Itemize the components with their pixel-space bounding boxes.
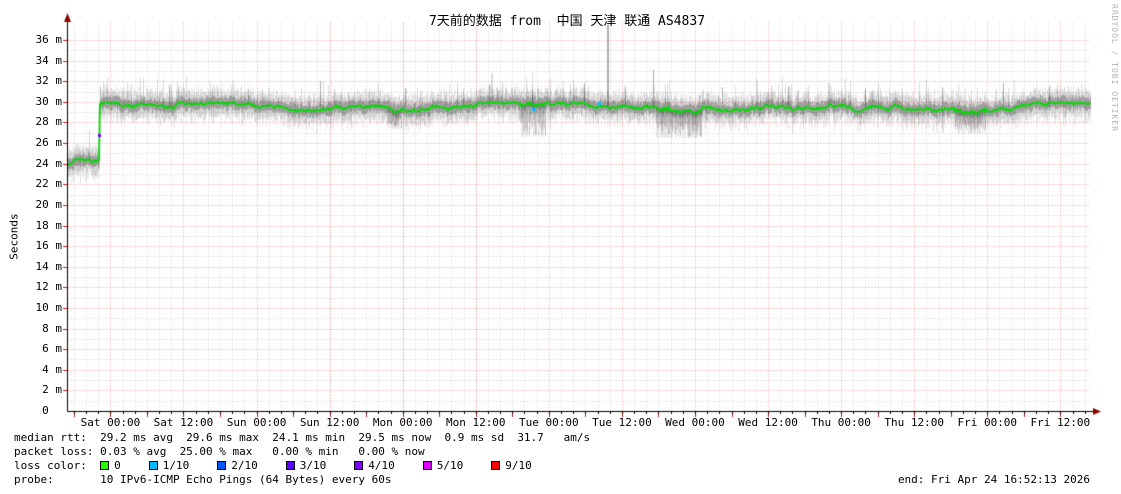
y-tick-label: 16 m: [35, 239, 63, 253]
loss-color-item: 5/10: [422, 459, 464, 472]
y-tick-label: 12 m: [35, 280, 63, 294]
x-tick-label: Mon 12:00: [445, 416, 506, 429]
x-tick-label: Sun 12:00: [299, 416, 360, 429]
loss-color-swatch-icon: [100, 461, 110, 470]
probe-info: probe: 10 IPv6-ICMP Echo Pings (64 Bytes…: [14, 473, 392, 486]
loss-color-swatch-icon: [422, 461, 432, 470]
x-tick-label: Sun 00:00: [226, 416, 287, 429]
x-tick-label: Sat 00:00: [80, 416, 141, 429]
y-tick-label: 22 m: [35, 177, 63, 191]
y-tick-label: 6 m: [42, 342, 62, 356]
y-tick-label: 14 m: [35, 259, 63, 273]
y-tick-label: 24 m: [35, 156, 63, 170]
x-tick-label: Fri 12:00: [1030, 416, 1091, 429]
loss-color-value: 3/10: [299, 459, 327, 472]
x-tick-label: Wed 12:00: [738, 416, 798, 429]
y-tick-label: 34 m: [35, 53, 63, 67]
loss-color-item: 9/10: [491, 459, 532, 472]
x-tick-label: Fri 00:00: [957, 416, 1018, 429]
y-tick-label: 28 m: [35, 115, 63, 129]
y-tick-label: 20 m: [35, 197, 63, 211]
x-tick-label: Tue 00:00: [519, 416, 579, 429]
loss-color-legend: loss color: 0 1/10 2/10 3/10 4/10 5/10 9/10: [14, 459, 560, 472]
y-tick-label: 0: [42, 404, 62, 417]
y-tick-label: 10 m: [35, 300, 63, 314]
y-tick-label: 8 m: [42, 321, 62, 335]
x-tick-label: Wed 00:00: [665, 416, 725, 429]
loss-color-value: 4/10: [368, 459, 395, 472]
loss-color-label: loss color:: [14, 459, 101, 472]
median-rtt-stats: median rtt: 29.2 ms avg 29.6 ms max 24.1…: [14, 431, 591, 444]
x-tick-label: Thu 12:00: [884, 416, 944, 429]
loss-color-item: 2/10: [217, 459, 258, 472]
x-tick-label: Sat 12:00: [153, 416, 214, 429]
y-tick-label: 36 m: [35, 33, 63, 46]
loss-color-item: 1/10: [148, 459, 190, 472]
loss-color-swatch-icon: [217, 461, 227, 470]
x-tick-label: Mon 00:00: [372, 416, 433, 429]
loss-color-value: 0: [114, 459, 121, 472]
y-tick-label: 32 m: [35, 74, 63, 88]
y-tick-label: 30 m: [35, 94, 63, 108]
y-tick-label: 18 m: [35, 218, 63, 232]
x-tick-label: Tue 12:00: [592, 416, 652, 429]
loss-color-value: 9/10: [505, 459, 532, 472]
packet-loss-stats: packet loss: 0.03 % avg 25.00 % max 0.00…: [14, 445, 425, 458]
loss-color-item: 0: [100, 459, 121, 472]
loss-color-value: 2/10: [231, 459, 258, 472]
loss-color-swatch-icon: [148, 461, 158, 470]
rrdtool-watermark: RRDTOOL / TOBI OETIKER: [1110, 4, 1119, 132]
y-tick-label: 2 m: [42, 383, 62, 397]
loss-color-value: 5/10: [436, 459, 464, 472]
y-tick-label: 4 m: [42, 362, 62, 376]
loss-color-value: 1/10: [162, 459, 190, 472]
loss-color-item: 4/10: [354, 459, 395, 472]
end-timestamp: end: Fri Apr 24 16:52:13 2026: [897, 473, 1090, 486]
loss-color-swatch-icon: [354, 461, 364, 470]
loss-color-item: 3/10: [285, 459, 327, 472]
loss-color-swatch-icon: [285, 461, 295, 470]
y-axis-label: Seconds: [7, 213, 21, 260]
chart-title: 7天前的数据 from 中国 天津 联通 AS4837: [428, 14, 706, 29]
y-tick-label: 26 m: [35, 136, 63, 150]
loss-color-swatch-icon: [491, 461, 501, 470]
x-tick-label: Thu 00:00: [811, 416, 871, 429]
